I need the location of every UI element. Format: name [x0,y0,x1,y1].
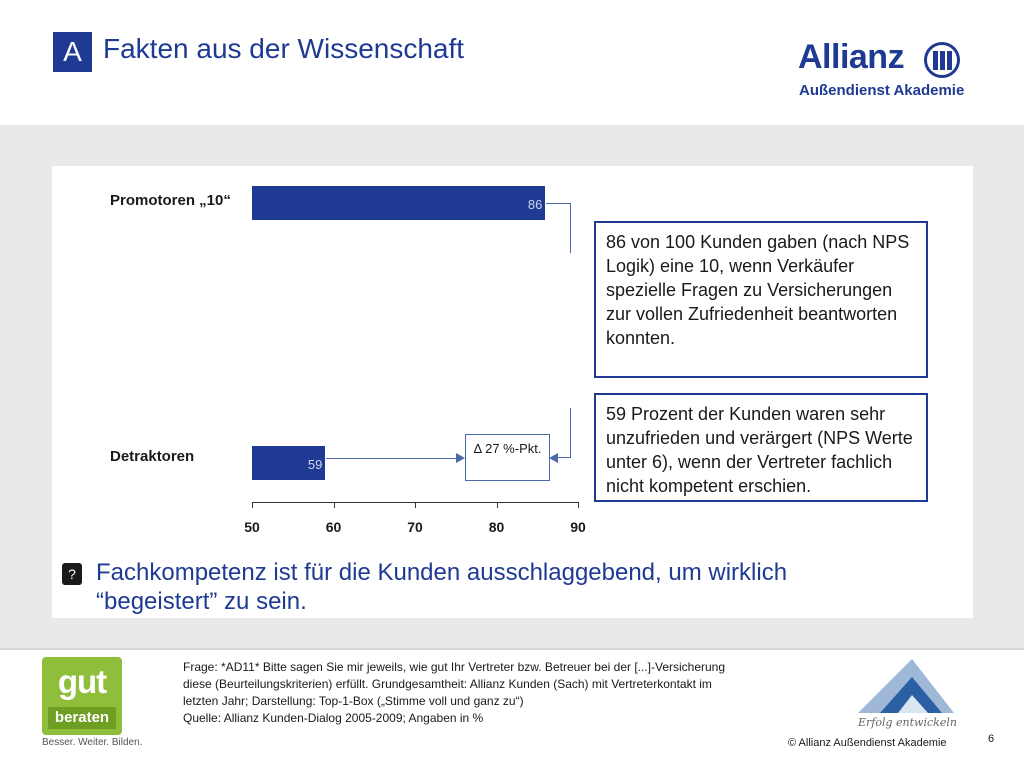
brand-name: Allianz [798,38,905,76]
source-line: Frage: *AD11* Bitte sagen Sie mir jeweil… [183,660,726,674]
footer-divider [0,648,1024,650]
connector-bottom [553,408,571,458]
gut-beraten-logo: gut beraten [42,657,122,735]
page-number: 6 [988,733,995,745]
x-tick-label: 60 [325,519,342,535]
akademie-triangle-logo [858,659,954,713]
allianz-logo: Allianz Außendienst Akademie [798,38,968,102]
x-tick [252,502,253,508]
gut-logo-tagline: Besser. Weiter. Bilden. [42,737,143,748]
arrow-right-icon [456,453,465,463]
square-bullet-icon: ? [62,563,82,585]
bar-promotoren [252,186,546,220]
source-line: letzten Jahr; Darstellung: Top-1-Box („S… [183,694,524,708]
allianz-eagle-icon [924,42,960,78]
x-tick [333,502,335,508]
delta-box: Δ 27 %-Pkt. [465,434,550,481]
x-tick [578,502,579,508]
source-line: Quelle: Allianz Kunden-Dialog 2005-2009;… [183,711,484,725]
source-note: Frage: *AD11* Bitte sagen Sie mir jeweil… [183,659,843,727]
gut-logo-bottom: beraten [48,707,116,729]
header: A Fakten aus der Wissenschaft Allianz Au… [0,0,1024,125]
x-tick-label: 90 [570,519,586,535]
connector-top [546,203,571,253]
arrow-left-icon [549,453,558,463]
data-label-promotoren: 86 [527,197,543,212]
data-label-detraktoren: 59 [307,457,323,472]
key-statement: Fachkompetenz ist für die Kunden ausschl… [96,559,788,615]
section-letter-badge: A [53,32,92,72]
x-tick-label: 80 [488,519,505,535]
copyright: © Allianz Außendienst Akademie [788,737,947,749]
gut-logo-top: gut [57,663,107,700]
callout-detraktoren: 59 Prozent der Kunden waren sehr unzufri… [594,393,928,502]
x-tick [415,502,416,508]
category-label-detraktoren: Detraktoren [110,448,195,465]
page-title: Fakten aus der Wissenschaft [103,33,465,64]
callout-promotoren: 86 von 100 Kunden gaben (nach NPS Logik)… [594,221,928,378]
brand-subtitle: Außendienst Akademie [799,82,965,99]
connector-detraktoren [326,458,457,459]
source-line: diese (Beurteilungskriterien) erfüllt. G… [183,677,712,691]
category-label-promotoren: Promotoren „10“ [110,192,231,209]
x-tick-label: 70 [407,519,423,535]
bar-detraktoren [252,446,326,480]
x-tick [496,502,498,508]
akademie-slogan: Erfolg entwickeln [858,716,957,729]
x-tick-label: 50 [244,519,260,535]
